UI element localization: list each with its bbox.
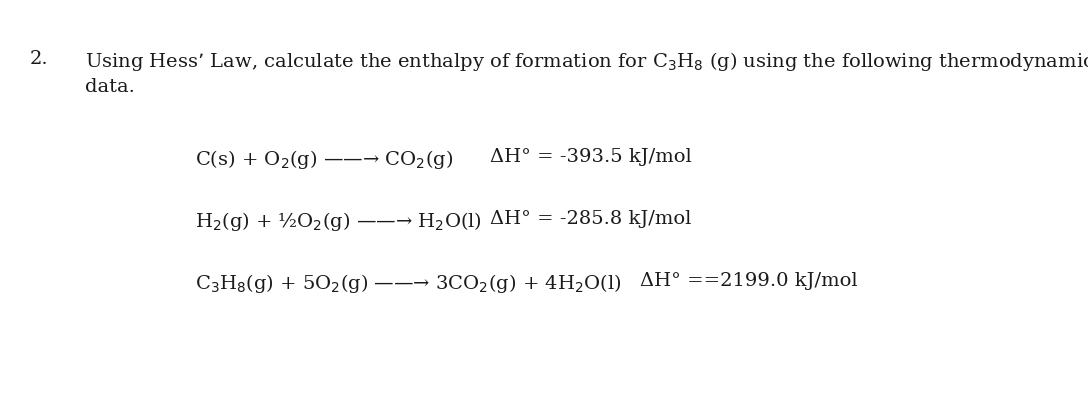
Text: ΔH° ==2199.0 kJ/mol: ΔH° ==2199.0 kJ/mol <box>640 272 857 290</box>
Text: ΔH° = -393.5 kJ/mol: ΔH° = -393.5 kJ/mol <box>490 148 692 166</box>
Text: H$_2$(g) + ½O$_2$(g) ——→ H$_2$O(l): H$_2$(g) + ½O$_2$(g) ——→ H$_2$O(l) <box>195 210 482 233</box>
Text: C(s) + O$_2$(g) ——→ CO$_2$(g): C(s) + O$_2$(g) ——→ CO$_2$(g) <box>195 148 453 171</box>
Text: ΔH° = -285.8 kJ/mol: ΔH° = -285.8 kJ/mol <box>490 210 691 228</box>
Text: 2.: 2. <box>30 50 49 68</box>
Text: data.: data. <box>85 78 135 96</box>
Text: Using Hess’ Law, calculate the enthalpy of formation for C$_3$H$_8$ (g) using th: Using Hess’ Law, calculate the enthalpy … <box>85 50 1088 73</box>
Text: C$_3$H$_8$(g) + 5O$_2$(g) ——→ 3CO$_2$(g) + 4H$_2$O(l): C$_3$H$_8$(g) + 5O$_2$(g) ——→ 3CO$_2$(g)… <box>195 272 621 295</box>
